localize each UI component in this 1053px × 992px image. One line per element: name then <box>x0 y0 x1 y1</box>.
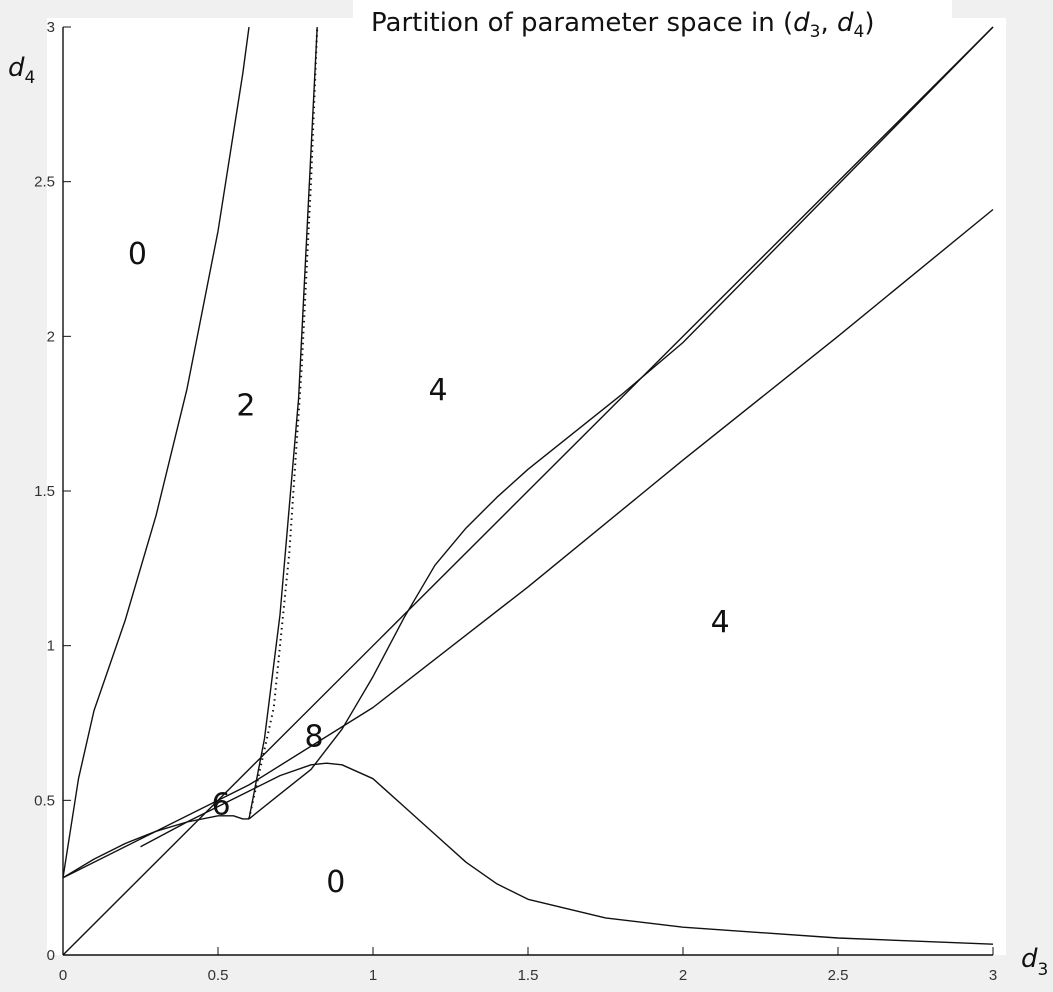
title-band-left <box>47 0 353 18</box>
x-axis-var: d <box>1021 944 1038 974</box>
y-tick-label: 3 <box>47 19 55 36</box>
x-axis-ticks: 0 0.5 1 1.5 2 2.5 3 <box>59 947 997 984</box>
region-label: 4 <box>711 605 730 640</box>
x-tick-label: 0 <box>59 967 67 984</box>
y-tick-label: 1 <box>47 638 55 655</box>
region-label: 0 <box>128 237 147 272</box>
region-label: 2 <box>236 388 255 423</box>
y-axis-label: d4 <box>8 53 35 88</box>
title-suffix: ) <box>864 8 874 38</box>
title-prefix: Partition of parameter space in ( <box>371 8 793 38</box>
x-tick-label: 2 <box>679 967 687 984</box>
bottom-gutter <box>0 955 1053 992</box>
curve-5 <box>248 26 994 820</box>
y-tick-label: 1.5 <box>34 483 55 500</box>
x-tick-label: 1 <box>369 967 377 984</box>
title-var-1: d <box>793 8 810 38</box>
x-axis-label: d3 <box>1021 944 1048 980</box>
y-tick-label: 2.5 <box>34 174 55 191</box>
curve-1 <box>62 208 994 879</box>
right-gutter <box>1006 0 1053 992</box>
region-label: 6 <box>212 787 231 822</box>
x-tick-label: 1.5 <box>518 967 539 984</box>
title-sub-1: 3 <box>810 22 821 42</box>
left-gutter <box>0 0 47 992</box>
chart-title: Partition of parameter space in (d3, d4) <box>371 8 875 42</box>
y-axis-var: d <box>8 53 25 83</box>
x-tick-label: 0.5 <box>208 967 229 984</box>
region-labels: 0 2 4 4 8 6 0 <box>128 237 730 900</box>
y-axis-ticks: 0 0.5 1 1.5 2 2.5 3 <box>34 19 71 964</box>
curve-4 <box>248 26 318 820</box>
curve-6 <box>140 762 994 945</box>
region-label: 4 <box>429 373 448 408</box>
region-label: 0 <box>326 865 345 900</box>
curve-2 <box>62 26 250 878</box>
region-label: 8 <box>305 719 324 754</box>
x-tick-label: 3 <box>989 967 997 984</box>
title-sub-2: 4 <box>854 22 865 42</box>
title-var-2: d <box>837 8 854 38</box>
curves <box>62 26 994 956</box>
x-axis-sub: 3 <box>1038 960 1049 980</box>
x-tick-label: 2.5 <box>828 967 849 984</box>
y-tick-label: 0.5 <box>34 792 55 809</box>
title-band-right <box>952 0 1006 18</box>
y-tick-label: 2 <box>47 328 55 345</box>
y-axis-sub: 4 <box>25 68 36 88</box>
title-sep: , <box>820 8 837 38</box>
y-tick-label: 0 <box>47 947 55 964</box>
